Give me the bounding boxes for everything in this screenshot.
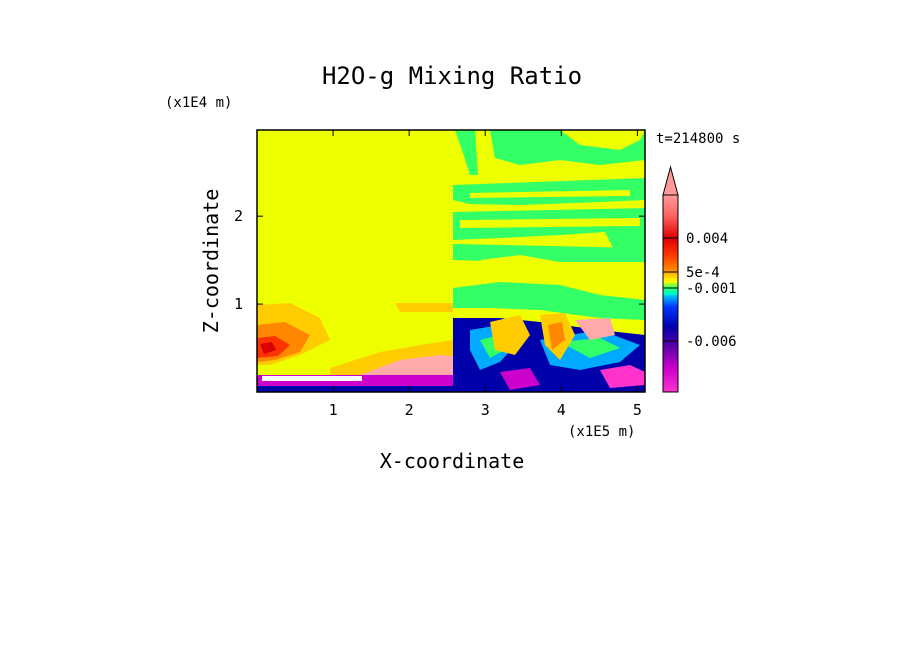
colorbar-label: 5e-4 — [686, 265, 720, 281]
time-label: t=214800 s — [656, 131, 740, 147]
green-band — [490, 130, 645, 165]
y-tick-label: 1 — [234, 295, 243, 313]
colorbar-label: 0.004 — [686, 231, 728, 247]
x-tick-label: 5 — [633, 401, 642, 419]
y-tick-label: 2 — [234, 207, 243, 225]
x-tick-label: 4 — [557, 401, 566, 419]
x-tick-label: 1 — [329, 401, 338, 419]
chart-title: H2O-g Mixing Ratio — [322, 62, 582, 90]
magenta-patch — [600, 365, 645, 388]
magenta-patch — [500, 368, 540, 390]
bottom-strip-white — [262, 376, 362, 381]
x-tick-label: 2 — [405, 401, 414, 419]
yellow-streak — [470, 190, 630, 198]
colorbar-bar — [662, 194, 679, 393]
colorbar-arrow — [662, 165, 679, 196]
colorbar: 0.004 5e-4-0.001 -0.006 — [662, 165, 737, 393]
pink-region — [360, 355, 453, 375]
pink-patch — [575, 318, 615, 340]
x-tick-label: 3 — [481, 401, 490, 419]
y-ticks: 12 — [234, 207, 645, 313]
plot-field — [257, 130, 645, 392]
green-band — [455, 130, 478, 175]
red-core — [260, 342, 276, 354]
colorbar-label: -0.006 — [686, 334, 737, 350]
green-band — [453, 282, 645, 320]
orange-patch — [490, 315, 530, 355]
x-ticks: 1 2 3 4 5 — [329, 130, 642, 419]
green-band — [453, 178, 645, 205]
green-patch — [560, 338, 620, 358]
yellow-streak — [460, 218, 640, 228]
colorbar-label: -0.001 — [686, 281, 737, 297]
yellow-streak — [480, 255, 600, 275]
y-scale-label: (x1E4 m) — [165, 95, 232, 111]
x-scale-label: (x1E5 m) — [568, 424, 635, 440]
x-axis-label: X-coordinate — [380, 449, 525, 473]
orange-patch — [548, 322, 565, 350]
bottom-strip-blue — [257, 386, 453, 392]
y-axis-label: Z-coordinate — [199, 189, 223, 334]
orange-region — [395, 303, 453, 312]
plot-frame — [256, 129, 646, 393]
